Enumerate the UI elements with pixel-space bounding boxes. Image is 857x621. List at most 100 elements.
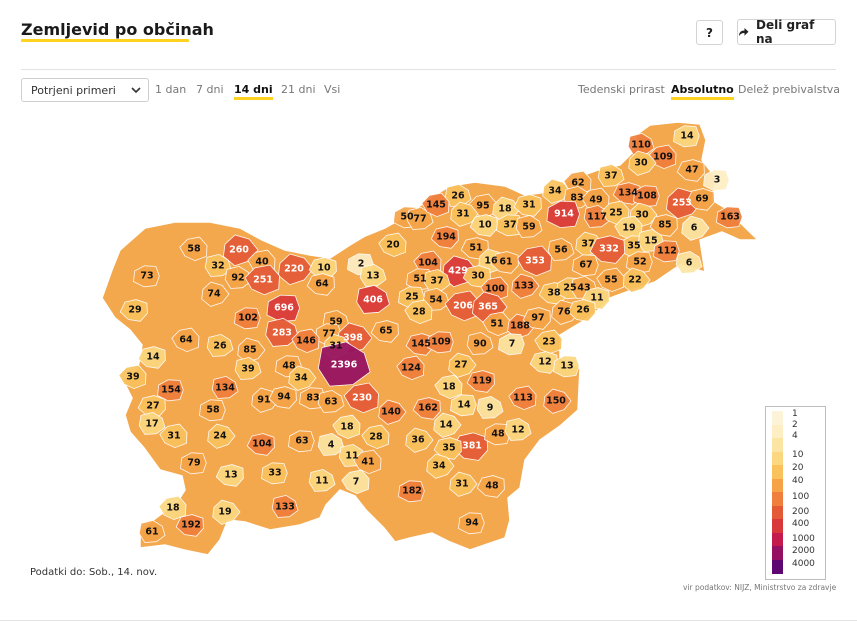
municipality-area[interactable] <box>596 267 625 293</box>
municipality-area[interactable] <box>484 423 511 446</box>
municipality-area[interactable] <box>430 226 459 249</box>
municipality-area[interactable] <box>675 250 703 274</box>
municipality-area[interactable] <box>673 125 700 148</box>
range-21-days[interactable]: 21 dni <box>281 83 316 96</box>
range-7-days[interactable]: 7 dni <box>196 83 224 96</box>
municipality-area[interactable] <box>490 251 519 274</box>
municipality-area[interactable] <box>546 200 581 229</box>
municipality-area[interactable] <box>681 215 710 241</box>
municipality-area[interactable] <box>171 327 200 353</box>
municipality-area[interactable] <box>511 273 540 299</box>
municipality-area[interactable] <box>159 423 188 449</box>
municipality-area[interactable] <box>567 299 596 322</box>
municipality-area[interactable] <box>265 317 299 347</box>
municipality-area[interactable] <box>404 299 433 325</box>
municipality-area[interactable] <box>119 299 148 322</box>
metric-select[interactable]: Potrjeni primeri <box>21 78 149 102</box>
municipality-area[interactable] <box>412 397 441 420</box>
municipality-area[interactable] <box>271 494 299 518</box>
municipality-area[interactable] <box>516 245 552 277</box>
municipality-area[interactable] <box>405 427 434 453</box>
municipality-area[interactable] <box>291 328 320 354</box>
municipality-area[interactable] <box>341 469 370 495</box>
municipality-area[interactable] <box>138 411 166 435</box>
municipality-area[interactable] <box>222 234 259 267</box>
range-1-day[interactable]: 1 dan <box>155 83 187 96</box>
municipality-area[interactable] <box>476 395 504 419</box>
municipality-area[interactable] <box>175 514 204 537</box>
municipality-area[interactable] <box>378 232 407 258</box>
municipality-area[interactable] <box>396 355 425 381</box>
municipality-area[interactable] <box>498 333 525 356</box>
municipality-area[interactable] <box>308 468 336 492</box>
municipality-area[interactable] <box>179 236 208 262</box>
municipality-area[interactable] <box>353 449 382 475</box>
municipality-area[interactable] <box>496 214 523 237</box>
municipality-area[interactable] <box>158 495 187 521</box>
municipality-area[interactable] <box>522 307 551 330</box>
municipality-area[interactable] <box>211 375 239 399</box>
municipality-area[interactable] <box>288 365 317 391</box>
municipality-area[interactable] <box>224 265 252 289</box>
municipality-area[interactable] <box>137 346 166 369</box>
municipality-area[interactable] <box>716 206 743 229</box>
municipality-area[interactable] <box>268 386 297 409</box>
municipality-area[interactable] <box>266 294 301 323</box>
municipality-area[interactable] <box>317 389 345 413</box>
municipality-area[interactable] <box>633 185 660 208</box>
municipality-area[interactable] <box>686 188 715 211</box>
municipality-area[interactable] <box>448 352 477 378</box>
municipality-area[interactable] <box>572 254 599 277</box>
municipality-area[interactable] <box>626 251 653 274</box>
municipality-area[interactable] <box>204 253 232 277</box>
municipality-area[interactable] <box>462 265 491 288</box>
municipality-area[interactable] <box>504 417 532 441</box>
municipality-area[interactable] <box>597 163 625 187</box>
municipality-area[interactable] <box>212 499 241 525</box>
municipality-area[interactable] <box>234 307 261 330</box>
municipality-area[interactable] <box>553 355 580 378</box>
municipality-area[interactable] <box>427 331 454 354</box>
municipality-area[interactable] <box>628 150 657 176</box>
municipality-area[interactable] <box>317 432 345 456</box>
help-button[interactable]: ? <box>696 20 723 45</box>
municipality-area[interactable] <box>370 320 399 343</box>
municipality-area[interactable] <box>421 192 450 218</box>
municipality-area[interactable] <box>434 374 463 400</box>
municipality-area[interactable] <box>215 464 244 487</box>
municipality-area[interactable] <box>513 194 542 217</box>
municipality-area[interactable] <box>450 201 479 227</box>
municipality-area[interactable] <box>261 462 288 485</box>
municipality-area[interactable] <box>622 267 651 293</box>
municipality-area[interactable] <box>543 388 572 414</box>
municipality-area[interactable] <box>433 412 462 438</box>
municipality-area[interactable] <box>426 453 455 479</box>
municipality-area[interactable] <box>234 356 262 380</box>
municipality-area[interactable] <box>343 382 379 414</box>
municipality-area[interactable] <box>515 214 543 238</box>
municipality-area[interactable] <box>458 512 485 535</box>
municipality-area[interactable] <box>422 287 450 311</box>
municipality-area[interactable] <box>244 264 280 296</box>
municipality-area[interactable] <box>207 423 236 449</box>
municipality-area[interactable] <box>332 414 361 440</box>
range-14-days[interactable]: 14 dni <box>234 83 273 100</box>
municipality-area[interactable] <box>547 237 575 261</box>
municipality-area[interactable] <box>317 341 371 387</box>
mode-weekly-growth[interactable]: Tedenski prirast <box>578 83 665 96</box>
municipality-area[interactable] <box>450 394 477 417</box>
municipality-area[interactable] <box>476 475 505 498</box>
mode-population-share[interactable]: Delež prebivalstva <box>738 83 841 96</box>
municipality-area[interactable] <box>356 284 390 314</box>
municipality-area[interactable] <box>466 331 494 355</box>
municipality-area[interactable] <box>180 452 207 475</box>
municipality-area[interactable] <box>133 265 160 288</box>
municipality-area[interactable] <box>246 433 275 456</box>
share-button[interactable]: Deli graf na <box>737 18 836 46</box>
range-all[interactable]: Vsi <box>324 83 341 96</box>
municipality-area[interactable] <box>206 333 234 357</box>
municipality-area[interactable] <box>118 364 147 390</box>
municipality-area[interactable] <box>361 424 390 450</box>
municipality-area[interactable] <box>306 273 335 296</box>
